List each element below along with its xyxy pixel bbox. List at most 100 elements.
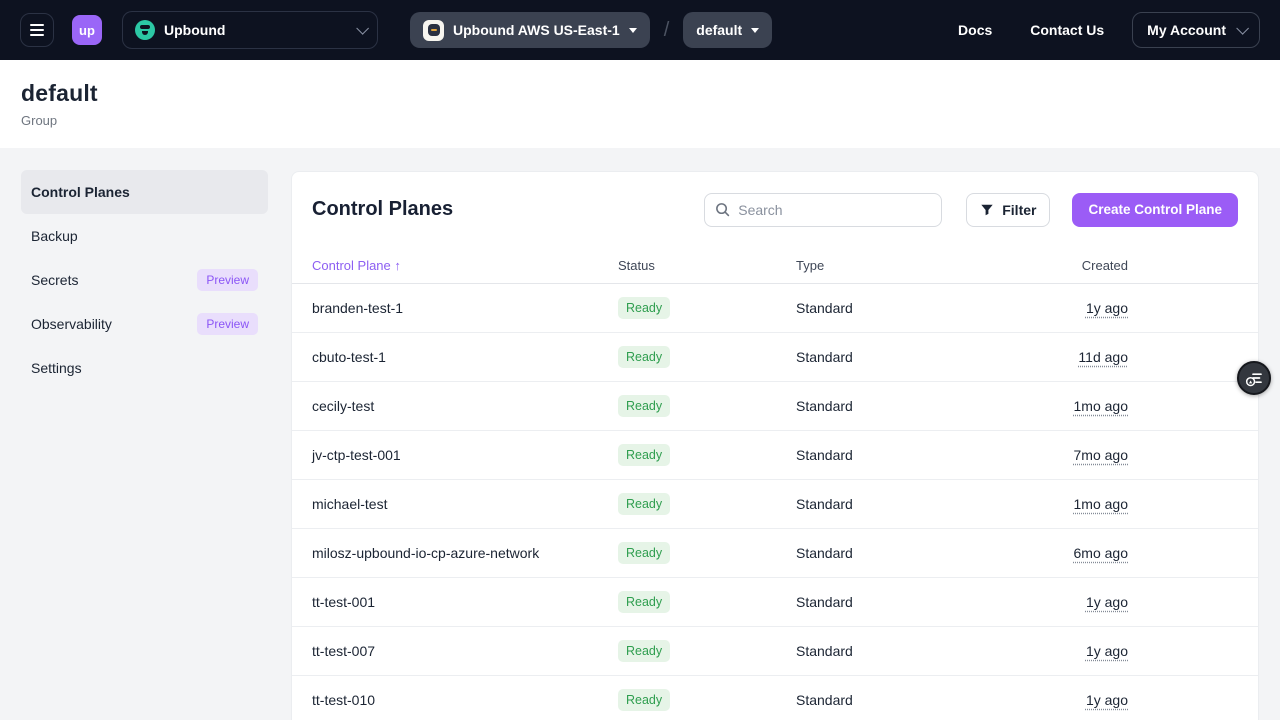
upbound-logo[interactable]: up [72,15,102,45]
contact-us-link[interactable]: Contact Us [1030,22,1105,38]
status-badge: Ready [618,640,671,662]
column-header-control-plane[interactable]: Control Plane ↑ [312,257,401,273]
control-plane-type: Standard [796,692,853,708]
column-header-type[interactable]: Type [796,257,825,273]
page-title: default [21,80,98,106]
control-plane-name: branden-test-1 [312,300,404,316]
table-row[interactable]: tt-test-007 Ready Standard 1y ago [292,627,1258,676]
control-plane-type: Standard [796,496,853,512]
page-header: default Group [0,60,1280,148]
filter-button[interactable]: Filter [966,192,1051,227]
status-badge: Ready [618,444,671,466]
docs-link[interactable]: Docs [958,22,993,38]
status-badge: Ready [618,346,671,368]
column-header-status[interactable]: Status [618,257,655,273]
caret-down-icon [628,27,637,33]
control-plane-name: tt-test-010 [312,692,376,708]
group-switcher-dropdown[interactable]: default [683,12,773,48]
card-header: Control Planes Filter Create Control Pla… [292,172,1258,247]
table-row[interactable]: milosz-upbound-io-cp-azure-network Ready… [292,529,1258,578]
preview-badge: Preview [197,269,258,291]
control-plane-name: tt-test-001 [312,594,376,610]
created-timestamp: 1y ago [1085,300,1128,316]
space-switcher-dropdown[interactable]: Upbound AWS US-East-1 [410,12,650,48]
changelog-icon [1245,372,1262,386]
org-switcher-label: Upbound [164,22,226,38]
table-row[interactable]: cecily-test Ready Standard 1mo ago [292,382,1258,431]
control-plane-type: Standard [796,545,853,561]
status-badge: Ready [618,493,671,515]
control-plane-type: Standard [796,300,853,316]
sidebar-item[interactable]: Settings [21,346,268,390]
status-badge: Ready [618,297,671,319]
whats-new-widget-button[interactable] [1237,361,1271,395]
control-plane-type: Standard [796,447,853,463]
status-badge: Ready [618,542,671,564]
caret-down-icon [751,27,760,33]
table-row[interactable]: tt-test-010 Ready Standard 1y ago [292,676,1258,720]
chevron-down-icon [1236,21,1249,35]
my-account-dropdown[interactable]: My Account [1132,12,1260,48]
breadcrumb-separator: / [663,18,670,41]
control-plane-type: Standard [796,349,853,365]
table-row[interactable]: cbuto-test-1 Ready Standard 11d ago [292,333,1258,382]
control-planes-card: Control Planes Filter Create Control Pla… [291,171,1259,720]
created-timestamp: 1y ago [1085,643,1128,659]
filter-funnel-icon [981,204,993,215]
sidebar: Control Planes Backup Secrets Preview Ob… [21,170,268,390]
page-body: Control Planes Backup Secrets Preview Ob… [0,148,1280,720]
table-header-row: Control Plane ↑ Status Type Created [292,247,1258,284]
table-row[interactable]: jv-ctp-test-001 Ready Standard 7mo ago [292,431,1258,480]
search-box[interactable] [704,192,943,227]
create-control-plane-button[interactable]: Create Control Plane [1072,192,1238,227]
sidebar-item-label: Observability [31,316,112,332]
control-plane-type: Standard [796,594,853,610]
created-timestamp: 1mo ago [1073,496,1128,512]
group-switcher-label: default [696,22,743,38]
table-row[interactable]: tt-test-001 Ready Standard 1y ago [292,578,1258,627]
status-badge: Ready [618,395,671,417]
control-plane-name: cecily-test [312,398,375,414]
control-plane-type: Standard [796,643,853,659]
org-switcher-dropdown[interactable]: Upbound [122,11,378,49]
control-plane-name: tt-test-007 [312,643,376,659]
sidebar-item[interactable]: Control Planes [21,170,268,214]
preview-badge: Preview [197,313,258,335]
sidebar-item-label: Backup [31,228,78,244]
column-header-created[interactable]: Created [1081,257,1128,273]
card-title: Control Planes [312,198,454,220]
sidebar-item-label: Settings [31,360,82,376]
status-badge: Ready [618,689,671,711]
table-row[interactable]: branden-test-1 Ready Standard 1y ago [292,284,1258,333]
created-timestamp: 1y ago [1085,692,1128,708]
sidebar-item-label: Control Planes [31,184,130,200]
page-subtitle: Group [21,113,58,128]
control-plane-name: michael-test [312,496,388,512]
created-timestamp: 7mo ago [1073,447,1128,463]
control-plane-type: Standard [796,398,853,414]
created-timestamp: 6mo ago [1073,545,1128,561]
created-timestamp: 1y ago [1085,594,1128,610]
search-icon [716,203,730,217]
created-timestamp: 1mo ago [1073,398,1128,414]
sidebar-item-label: Secrets [31,272,79,288]
space-switcher-label: Upbound AWS US-East-1 [453,22,620,38]
sidebar-item[interactable]: Backup [21,214,268,258]
my-account-label: My Account [1147,22,1226,38]
chevron-down-icon [356,21,369,35]
control-plane-name: milosz-upbound-io-cp-azure-network [312,545,540,561]
filter-button-label: Filter [1002,201,1037,218]
control-plane-name: cbuto-test-1 [312,349,386,365]
status-badge: Ready [618,591,671,613]
space-icon [423,19,444,41]
sort-ascending-icon: ↑ [394,257,401,273]
search-input[interactable] [738,201,932,218]
control-plane-name: jv-ctp-test-001 [312,447,401,463]
hamburger-menu-button[interactable] [20,13,54,47]
sidebar-item[interactable]: Secrets Preview [21,258,268,302]
org-avatar-icon [135,20,155,40]
top-nav: up Upbound Upbound AWS US-East-1 / defau… [0,0,1280,60]
created-timestamp: 11d ago [1078,349,1128,365]
table-row[interactable]: michael-test Ready Standard 1mo ago [292,480,1258,529]
sidebar-item[interactable]: Observability Preview [21,302,268,346]
